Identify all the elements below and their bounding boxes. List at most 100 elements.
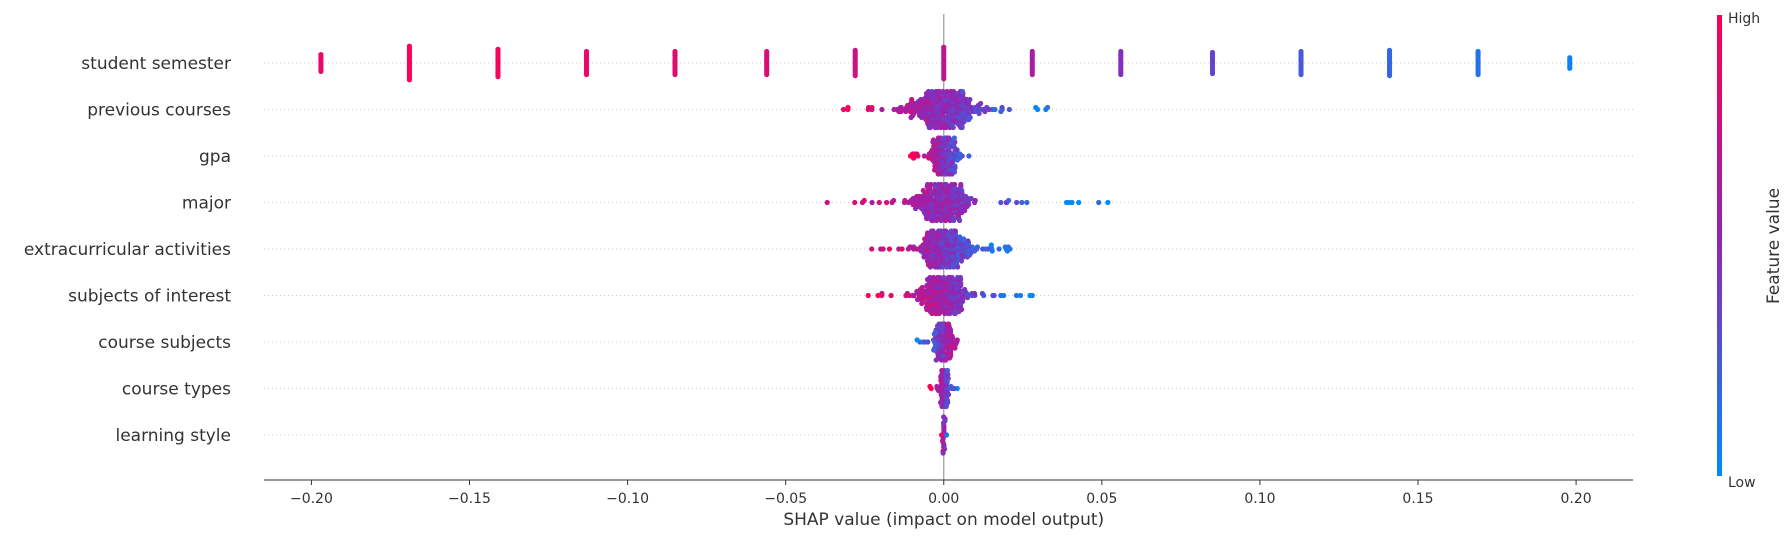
shap-point bbox=[910, 195, 916, 202]
colorbar-gradient bbox=[1717, 15, 1722, 476]
shap-point bbox=[946, 323, 952, 329]
shap-point bbox=[943, 403, 949, 410]
x-tick-label: 0.20 bbox=[1561, 491, 1592, 507]
shap-point bbox=[1001, 292, 1007, 299]
shap-point bbox=[933, 329, 939, 335]
shap-point bbox=[946, 171, 952, 177]
shap-point bbox=[824, 199, 830, 206]
x-tick-label: −0.15 bbox=[448, 491, 491, 507]
colorbar: High Low Feature value bbox=[1717, 11, 1784, 491]
shap-point bbox=[935, 181, 942, 188]
shap-point bbox=[944, 264, 950, 270]
shap-point bbox=[971, 248, 978, 254]
shap-point bbox=[974, 244, 981, 250]
shap-point bbox=[890, 197, 897, 204]
shap-point bbox=[933, 88, 939, 95]
shap-point bbox=[866, 104, 872, 111]
x-tick-label: 0.15 bbox=[1402, 491, 1433, 507]
shap-point bbox=[979, 290, 985, 297]
feature-label: major bbox=[182, 194, 231, 214]
shap-point bbox=[495, 74, 501, 80]
shap-point bbox=[943, 357, 949, 363]
shap-point bbox=[1069, 199, 1075, 206]
shap-point bbox=[959, 124, 965, 131]
shap-point bbox=[924, 276, 931, 283]
shap-point bbox=[876, 199, 882, 206]
shap-point bbox=[899, 246, 905, 252]
shap-point bbox=[996, 246, 1002, 252]
shap-point bbox=[919, 284, 925, 291]
shap-point bbox=[964, 203, 970, 210]
shap-point bbox=[912, 205, 919, 212]
feature-label: gpa bbox=[199, 147, 231, 167]
shap-point bbox=[909, 96, 915, 103]
shap-point bbox=[953, 90, 960, 97]
shap-point bbox=[1386, 73, 1393, 79]
shap-point bbox=[904, 290, 910, 297]
shap-point bbox=[988, 242, 994, 248]
shap-point bbox=[944, 367, 951, 374]
shap-point bbox=[946, 135, 952, 141]
shap-point bbox=[934, 383, 940, 390]
shap-point bbox=[943, 228, 949, 234]
shap-point bbox=[954, 211, 961, 218]
shap-point bbox=[955, 264, 961, 270]
shap-point bbox=[957, 274, 963, 281]
shap-point bbox=[959, 187, 965, 194]
shap-point bbox=[968, 195, 974, 202]
shap-point bbox=[908, 114, 914, 121]
shap-point bbox=[956, 217, 963, 224]
shap-point bbox=[956, 308, 962, 315]
shap-point bbox=[921, 254, 927, 260]
shap-point bbox=[957, 151, 963, 157]
shap-point bbox=[923, 116, 929, 123]
shap-point bbox=[942, 181, 948, 188]
shap-point bbox=[934, 217, 940, 224]
shap-point bbox=[932, 264, 938, 270]
shap-point bbox=[318, 68, 324, 74]
shap-point bbox=[929, 310, 935, 317]
colorbar-title: Feature value bbox=[1764, 188, 1784, 304]
shap-point bbox=[1033, 104, 1039, 111]
shap-point bbox=[986, 106, 992, 113]
feature-label: course types bbox=[122, 380, 231, 400]
shap-point bbox=[942, 135, 948, 141]
feature-label: subjects of interest bbox=[68, 287, 231, 307]
feature-label: learning style bbox=[115, 426, 231, 446]
shap-point bbox=[952, 345, 958, 351]
shap-point bbox=[929, 88, 935, 95]
x-tick-label: 0.10 bbox=[1244, 491, 1275, 507]
shap-point bbox=[968, 104, 975, 111]
shap-point bbox=[966, 252, 973, 258]
shap-point bbox=[936, 228, 942, 234]
shap-point bbox=[914, 296, 921, 303]
shap-point bbox=[952, 185, 958, 192]
shap-point bbox=[883, 199, 890, 206]
shap-point bbox=[888, 292, 894, 299]
shap-point bbox=[910, 292, 916, 299]
shap-point bbox=[918, 205, 925, 212]
shap-point bbox=[930, 137, 937, 143]
shap-point bbox=[1019, 199, 1025, 206]
colorbar-high-label: High bbox=[1728, 11, 1760, 27]
shap-point bbox=[852, 199, 858, 206]
x-axis: −0.20 −0.15 −0.10 −0.05 0.00 0.05 0.10 0.15 0.20… bbox=[264, 479, 1633, 530]
shap-point bbox=[931, 347, 937, 353]
shap-point bbox=[962, 286, 968, 293]
shap-point bbox=[972, 104, 978, 111]
shap-point bbox=[1076, 199, 1082, 206]
shap-point bbox=[972, 108, 978, 115]
shap-point bbox=[990, 292, 996, 299]
shap-point bbox=[972, 197, 978, 204]
shap-point bbox=[865, 292, 871, 299]
shap-point bbox=[922, 236, 928, 242]
shap-point bbox=[1044, 104, 1051, 111]
shap-point bbox=[941, 414, 947, 420]
shap-point bbox=[989, 248, 995, 254]
shap-point bbox=[940, 88, 946, 95]
shap-point bbox=[954, 120, 961, 127]
shap-point bbox=[978, 100, 984, 107]
shap-point bbox=[1002, 244, 1008, 250]
shap-point bbox=[940, 450, 946, 456]
